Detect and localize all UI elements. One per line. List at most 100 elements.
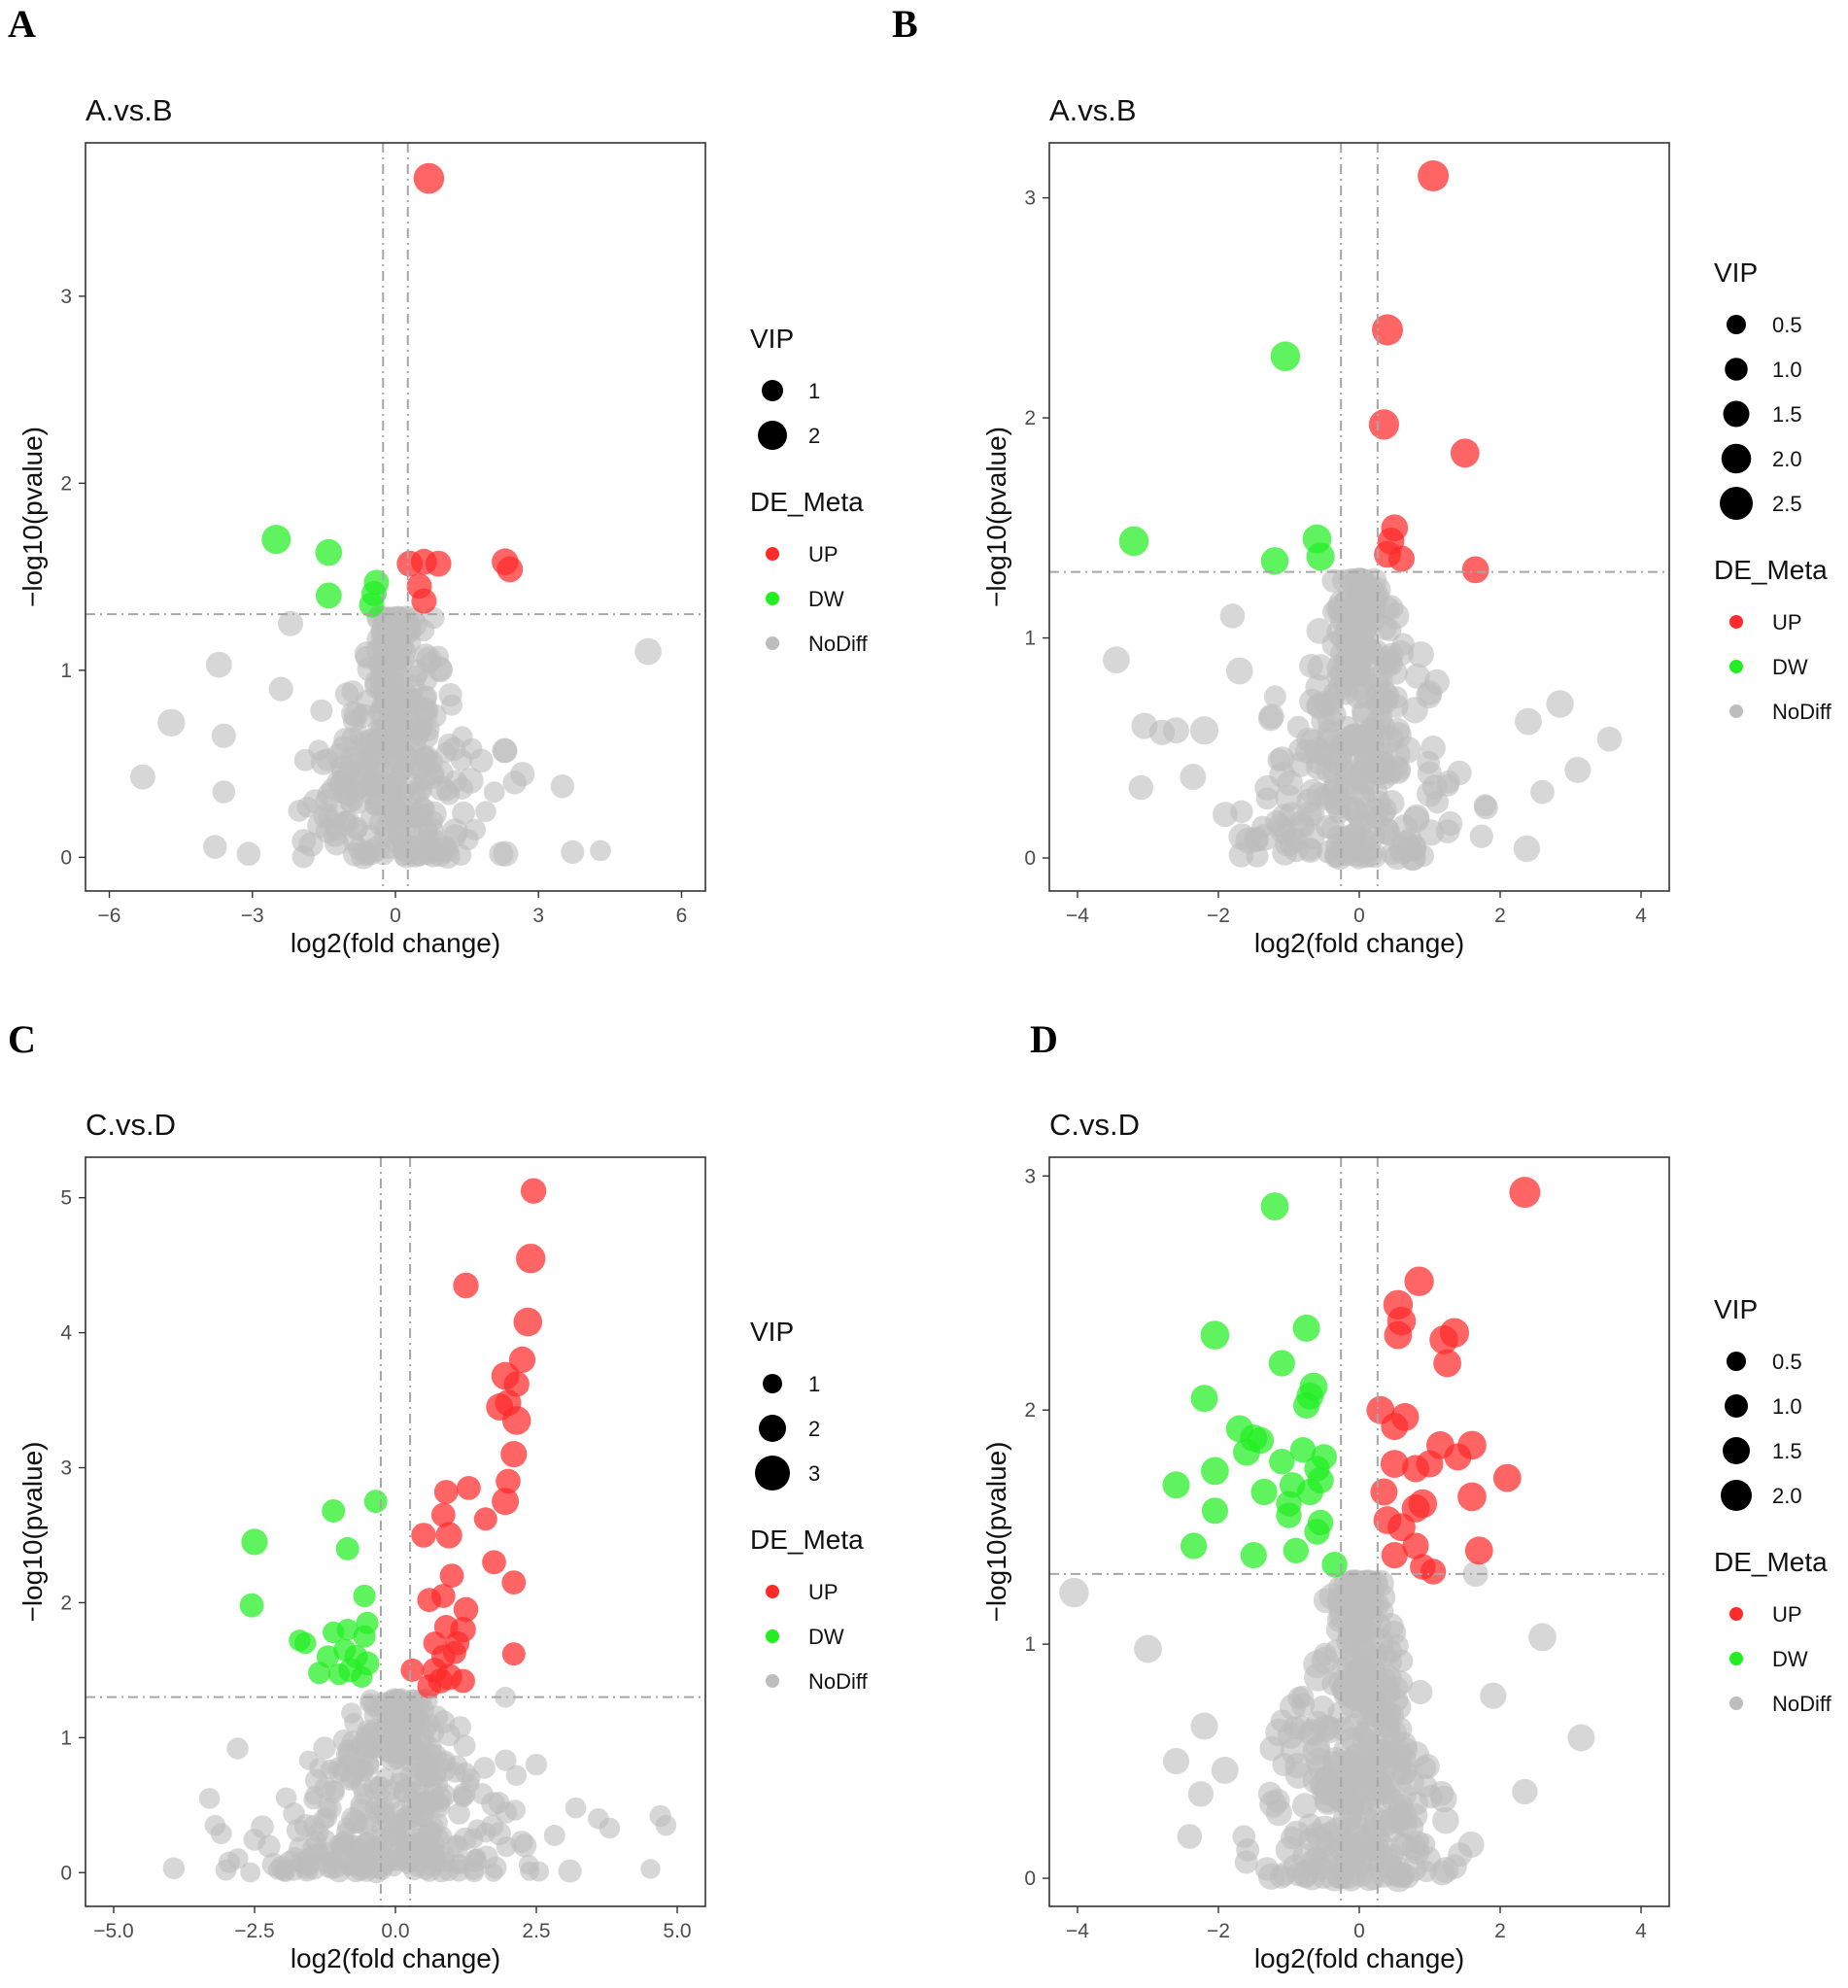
nodiff-point [1372,797,1397,823]
x-tick-label: −4 [1066,905,1089,927]
nodiff-point [473,1757,496,1779]
dw-point [1118,526,1149,557]
nodiff-point [1103,646,1130,674]
y-tick-label: 2 [60,472,72,495]
nodiff-point [561,840,585,865]
y-tick-label: 3 [1024,188,1036,210]
nodiff-point [1361,842,1387,869]
y-tick-label: 0 [60,846,72,869]
y-axis-label: −log10(pvalue) [17,1441,48,1622]
up-point [430,1502,456,1527]
vip-legend-key [1720,487,1753,520]
nodiff-point [382,1791,401,1810]
nodiff-point [543,1825,565,1846]
nodiff-point [640,1859,661,1879]
nodiff-point [288,800,311,822]
up-point [417,1588,442,1613]
nodiff-point [484,1863,503,1882]
x-tick-label: 4 [1635,905,1647,927]
x-axis-label: log2(fold change) [291,1943,500,1973]
x-tick-label: 3 [532,905,544,927]
y-tick-label: 5 [60,1187,72,1210]
nodiff-point [1128,774,1154,801]
vip-legend-title: VIP [1714,257,1758,288]
dw-point [1306,542,1335,571]
vip-legend-label: 3 [808,1461,820,1486]
dw-point [1283,1537,1310,1564]
nodiff-point [357,656,383,682]
nodiff-point [1415,1860,1438,1883]
nodiff-point [129,764,155,790]
y-axis-label: −log10(pvalue) [17,427,48,607]
nodiff-point [1189,716,1219,745]
nodiff-point [407,726,429,747]
nodiff-point [1528,1623,1557,1652]
nodiff-point [448,1802,470,1825]
panel-letter: D [1030,1017,1058,1061]
x-tick-label: 4 [1635,1920,1647,1942]
nodiff-point [495,1749,517,1771]
nodiff-point [309,1842,330,1864]
nodiff-point [1346,1635,1370,1659]
x-tick-label: −4 [1066,1920,1089,1942]
nodiff-point [337,1738,359,1761]
vip-legend-label: 2 [808,424,820,448]
plot-title: C.vs.D [86,1108,176,1142]
nodiff-point [240,1862,261,1883]
up-legend-key [1729,1607,1743,1621]
dw-point [1190,1385,1218,1413]
panel-b: B A.vs.B −4 −2 0 2 4 0 1 2 3 log2(fold change) −log1… [892,2,1832,958]
nodiff-point [1402,805,1430,834]
nodiff-point [389,648,410,669]
x-tick-label: 2 [1494,1920,1506,1942]
panel-a: A A.vs.B −6 −3 0 3 6 0 1 2 3 log2(fold change) −log1… [8,2,869,958]
nodiff-point [1341,624,1366,648]
nodiff-legend-key [766,636,779,650]
nodiff-point [438,1860,460,1881]
nodiff-point [414,746,437,770]
legend: VIP 0.5 1.0 1.5 2.0 2.5 DE_Meta UP DW NoDiff [1714,257,1832,724]
nodiff-point [337,809,360,833]
nodiff-point [493,738,518,764]
nodiff-point [1289,1715,1314,1740]
dw-legend-label: DW [1772,655,1808,679]
vip-legend-label: 1.0 [1772,358,1802,382]
nodiff-point [1219,603,1246,629]
up-point [482,1550,506,1575]
nodiff-point [1513,835,1541,863]
nodiff-point [417,1839,438,1860]
vip-legend-key [1725,358,1748,381]
dw-point [353,1625,376,1648]
nodiff-point [1384,1757,1413,1785]
up-point [1416,1450,1444,1478]
nodiff-point [1469,824,1493,848]
dw-point [308,1662,331,1685]
nodiff-point [267,1860,289,1880]
nodiff-point [1425,790,1450,814]
up-point [413,162,445,194]
nodiff-point [1345,682,1372,709]
up-legend-key [766,1585,779,1598]
vip-legend-title: VIP [1714,1294,1758,1324]
nodiff-point [356,689,382,715]
nodiff-legend-key [766,1674,779,1688]
nodiff-point [401,1732,424,1755]
nodiff-point [1316,727,1342,753]
nodiff-legend-key [1729,1697,1743,1710]
dw-point [322,1499,346,1523]
nodiff-point [1255,787,1279,810]
up-legend-label: UP [1772,610,1802,634]
up-point [516,1244,546,1274]
nodiff-point [1358,1740,1386,1767]
nodiff-point [1408,1679,1433,1705]
up-point [425,550,452,577]
dw-point [1296,1478,1323,1506]
x-tick-label: −2.5 [234,1920,274,1942]
nodiff-point [413,698,439,723]
nodiff-point [293,748,317,771]
up-point [473,1507,497,1531]
up-point [1429,1325,1458,1354]
nodiff-point [332,780,358,805]
vip-legend-label: 2 [808,1417,820,1441]
